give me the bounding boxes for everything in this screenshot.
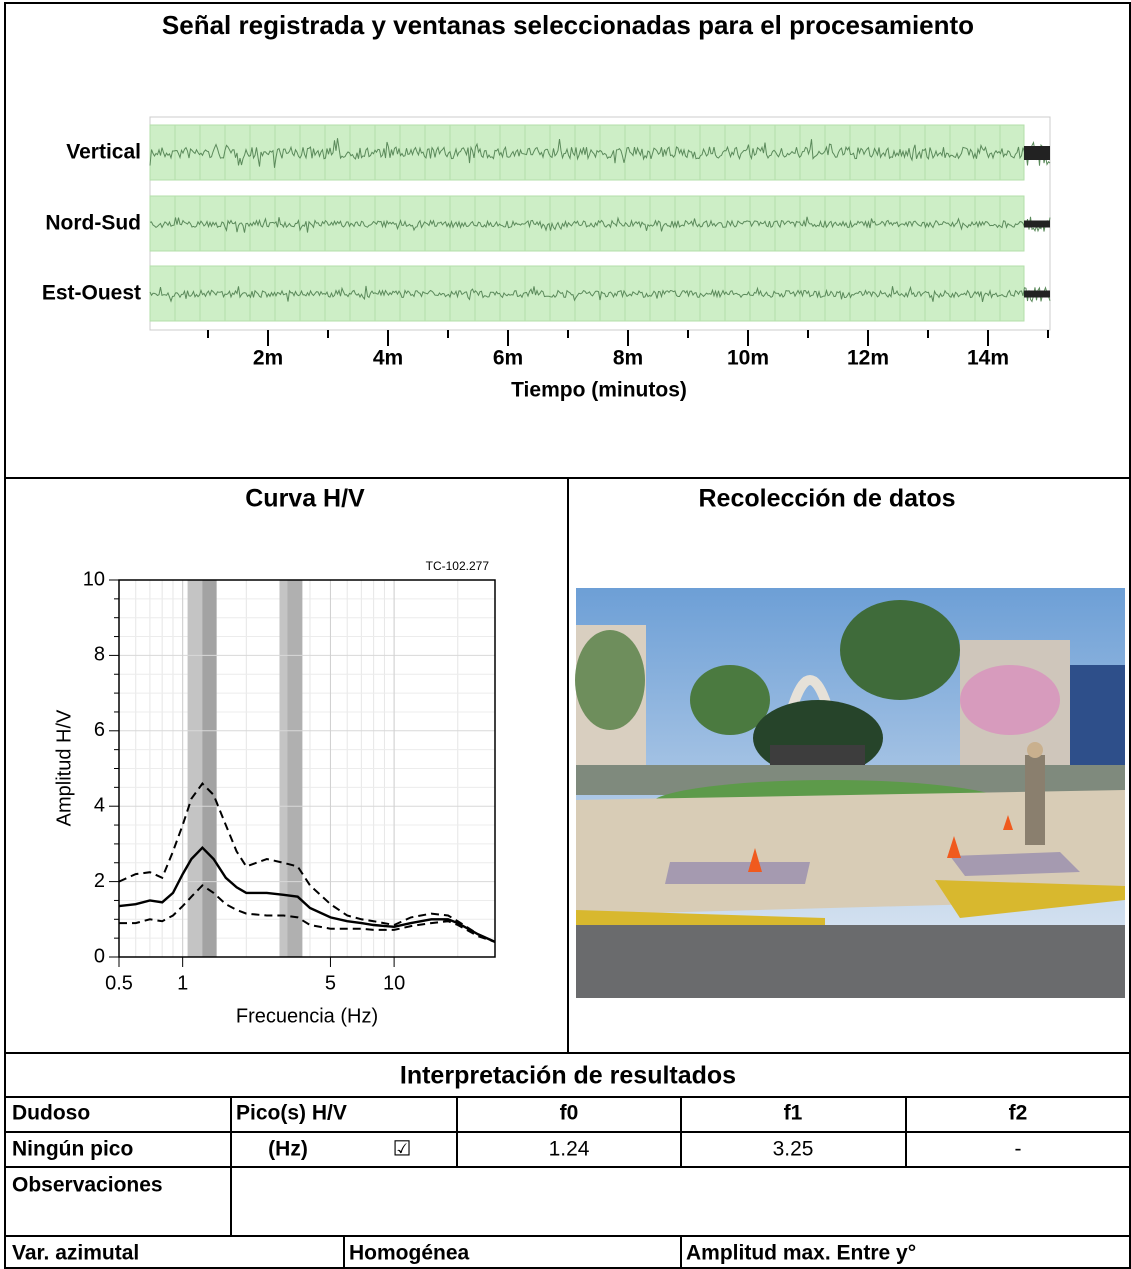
report: Señal registrada y ventanas seleccionada…: [0, 0, 1131, 1269]
y-axis-label: Amplitud H/V: [53, 709, 75, 826]
table-cell: Homogénea: [349, 1242, 470, 1265]
y-tick-label: 6: [94, 719, 105, 741]
channel-label: Vertical: [66, 141, 141, 164]
table-cell: Dudoso: [12, 1102, 90, 1125]
table-cell: Amplitud max. Entre y°: [686, 1242, 916, 1265]
x-tick-label: 5: [325, 972, 336, 994]
x-tick-label: 14m: [967, 347, 1009, 370]
x-tick-label: 8m: [613, 347, 643, 370]
channel-label: Est-Ouest: [42, 282, 141, 305]
table-cell: f0: [560, 1102, 579, 1125]
table-cell: ☑: [393, 1138, 412, 1161]
x-tick-label: 0.5: [105, 972, 133, 994]
x-tick-label: 6m: [493, 347, 523, 370]
y-tick-label: 8: [94, 644, 105, 666]
table-title: Interpretación de resultados: [400, 1062, 736, 1090]
x-axis-label: Tiempo (minutos): [511, 379, 687, 402]
table-cell: 1.24: [549, 1138, 590, 1161]
y-tick-label: 0: [94, 945, 105, 967]
photo-title: Recolección de datos: [698, 485, 955, 513]
table-cell: (Hz): [268, 1138, 308, 1161]
site-photo: [575, 588, 1125, 998]
x-tick-label: 10m: [727, 347, 769, 370]
y-tick-label: 10: [83, 568, 105, 590]
table-cell: f2: [1009, 1102, 1028, 1125]
table-cell: Ningún pico: [12, 1138, 133, 1161]
hv-curve: [119, 848, 495, 942]
x-tick-label: 12m: [847, 347, 889, 370]
shaded-range: [202, 580, 216, 957]
annotation: TC-102.277: [426, 559, 490, 573]
x-tick-label: 2m: [253, 347, 283, 370]
window-region: [150, 196, 1024, 251]
hv-title: Curva H/V: [245, 485, 365, 513]
table-cell: Observaciones: [12, 1174, 163, 1197]
table-cell: Pico(s) H/V: [236, 1102, 347, 1125]
page: {"chart_data": [ {"type": "waveform", "t…: [0, 0, 1131, 1269]
y-tick-label: 4: [94, 794, 105, 816]
table-cell: f1: [784, 1102, 803, 1125]
table-cell: 3.25: [773, 1138, 814, 1161]
x-tick-label: 4m: [373, 347, 403, 370]
x-tick-label: 10: [383, 972, 405, 994]
table-cell: -: [1015, 1138, 1022, 1161]
table-cell: Var. azimutal: [12, 1242, 139, 1265]
x-tick-label: 1: [177, 972, 188, 994]
signal-title: Señal registrada y ventanas seleccionada…: [162, 10, 974, 40]
y-tick-label: 2: [94, 870, 105, 892]
x-axis-label: Frecuencia (Hz): [236, 1005, 378, 1027]
channel-label: Nord-Sud: [45, 212, 141, 235]
